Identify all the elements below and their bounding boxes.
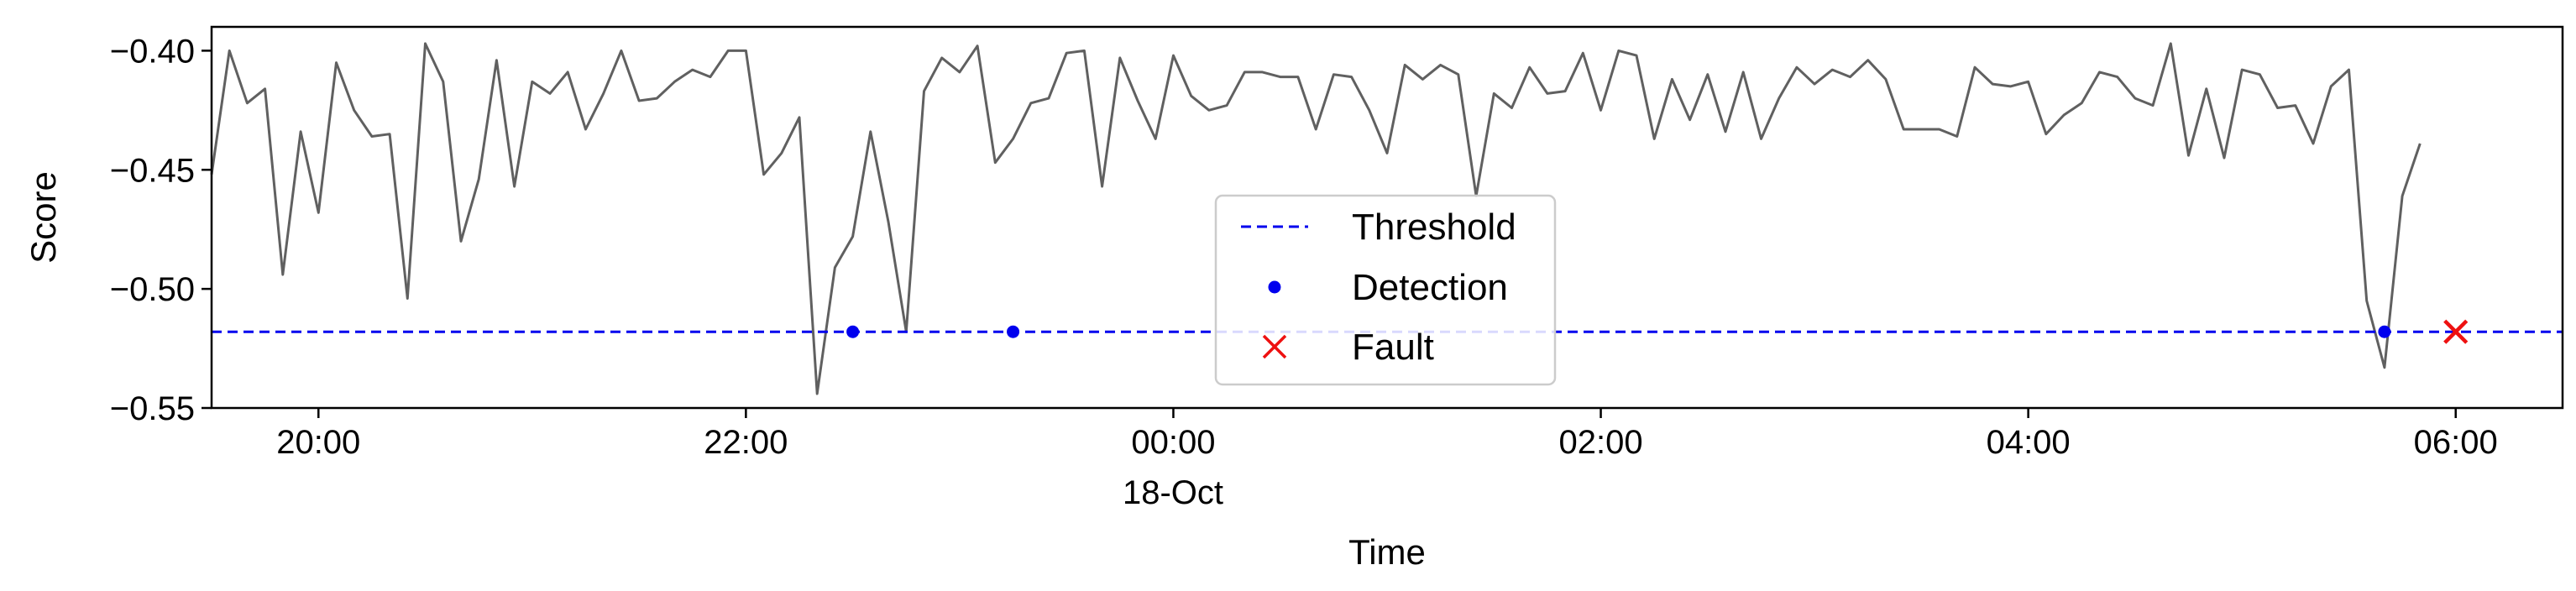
detection-point — [846, 325, 860, 338]
x-tick-label: 04:00 — [1987, 424, 2071, 461]
detection-point — [2378, 325, 2391, 338]
y-tick-label: −0.45 — [110, 152, 195, 189]
plot-frame — [210, 25, 2564, 410]
legend-fault-swatch — [1262, 334, 1287, 359]
y-tick-label: −0.50 — [110, 271, 195, 308]
fault-marker — [2443, 319, 2469, 344]
y-tick-label: −0.55 — [110, 390, 195, 427]
x-tick-label: 22:00 — [704, 424, 788, 461]
legend-fault-label: Fault — [1352, 327, 1434, 368]
x-tick-label: 02:00 — [1558, 424, 1642, 461]
x-axis-title: Time — [1348, 532, 1426, 572]
legend-detection-swatch — [1268, 280, 1281, 294]
axes: −0.55 −0.50 −0.45 −0.40 20:00 22:00 00:00 02:00… — [110, 33, 2498, 461]
x-tick-label: 06:00 — [2414, 424, 2498, 461]
legend-threshold-label: Threshold — [1352, 207, 1516, 248]
score-line — [210, 42, 2422, 395]
legend-box — [1214, 194, 1557, 386]
plot-area — [210, 42, 2563, 395]
y-tick-label: −0.40 — [110, 33, 195, 70]
legend: Threshold Detection Fault — [1214, 194, 1557, 386]
x-tick-label: 20:00 — [276, 424, 360, 461]
y-axis-title: Score — [24, 171, 63, 264]
x-date-label: 18-Oct — [1123, 474, 1223, 511]
legend-detection-label: Detection — [1352, 267, 1508, 308]
detection-point — [1007, 325, 1020, 338]
x-tick-label: 00:00 — [1131, 424, 1215, 461]
